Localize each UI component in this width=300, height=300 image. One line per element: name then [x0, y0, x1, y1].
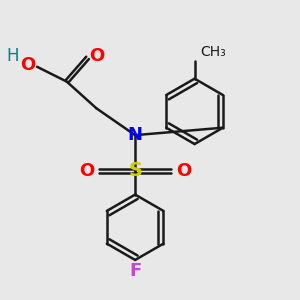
Text: CH₃: CH₃	[200, 45, 226, 59]
Text: O: O	[80, 162, 94, 180]
Text: O: O	[176, 162, 191, 180]
Text: N: N	[128, 126, 142, 144]
Text: F: F	[129, 262, 141, 280]
Text: O: O	[20, 56, 35, 74]
Text: S: S	[128, 161, 142, 180]
Text: O: O	[89, 47, 105, 65]
Text: H: H	[6, 47, 19, 65]
